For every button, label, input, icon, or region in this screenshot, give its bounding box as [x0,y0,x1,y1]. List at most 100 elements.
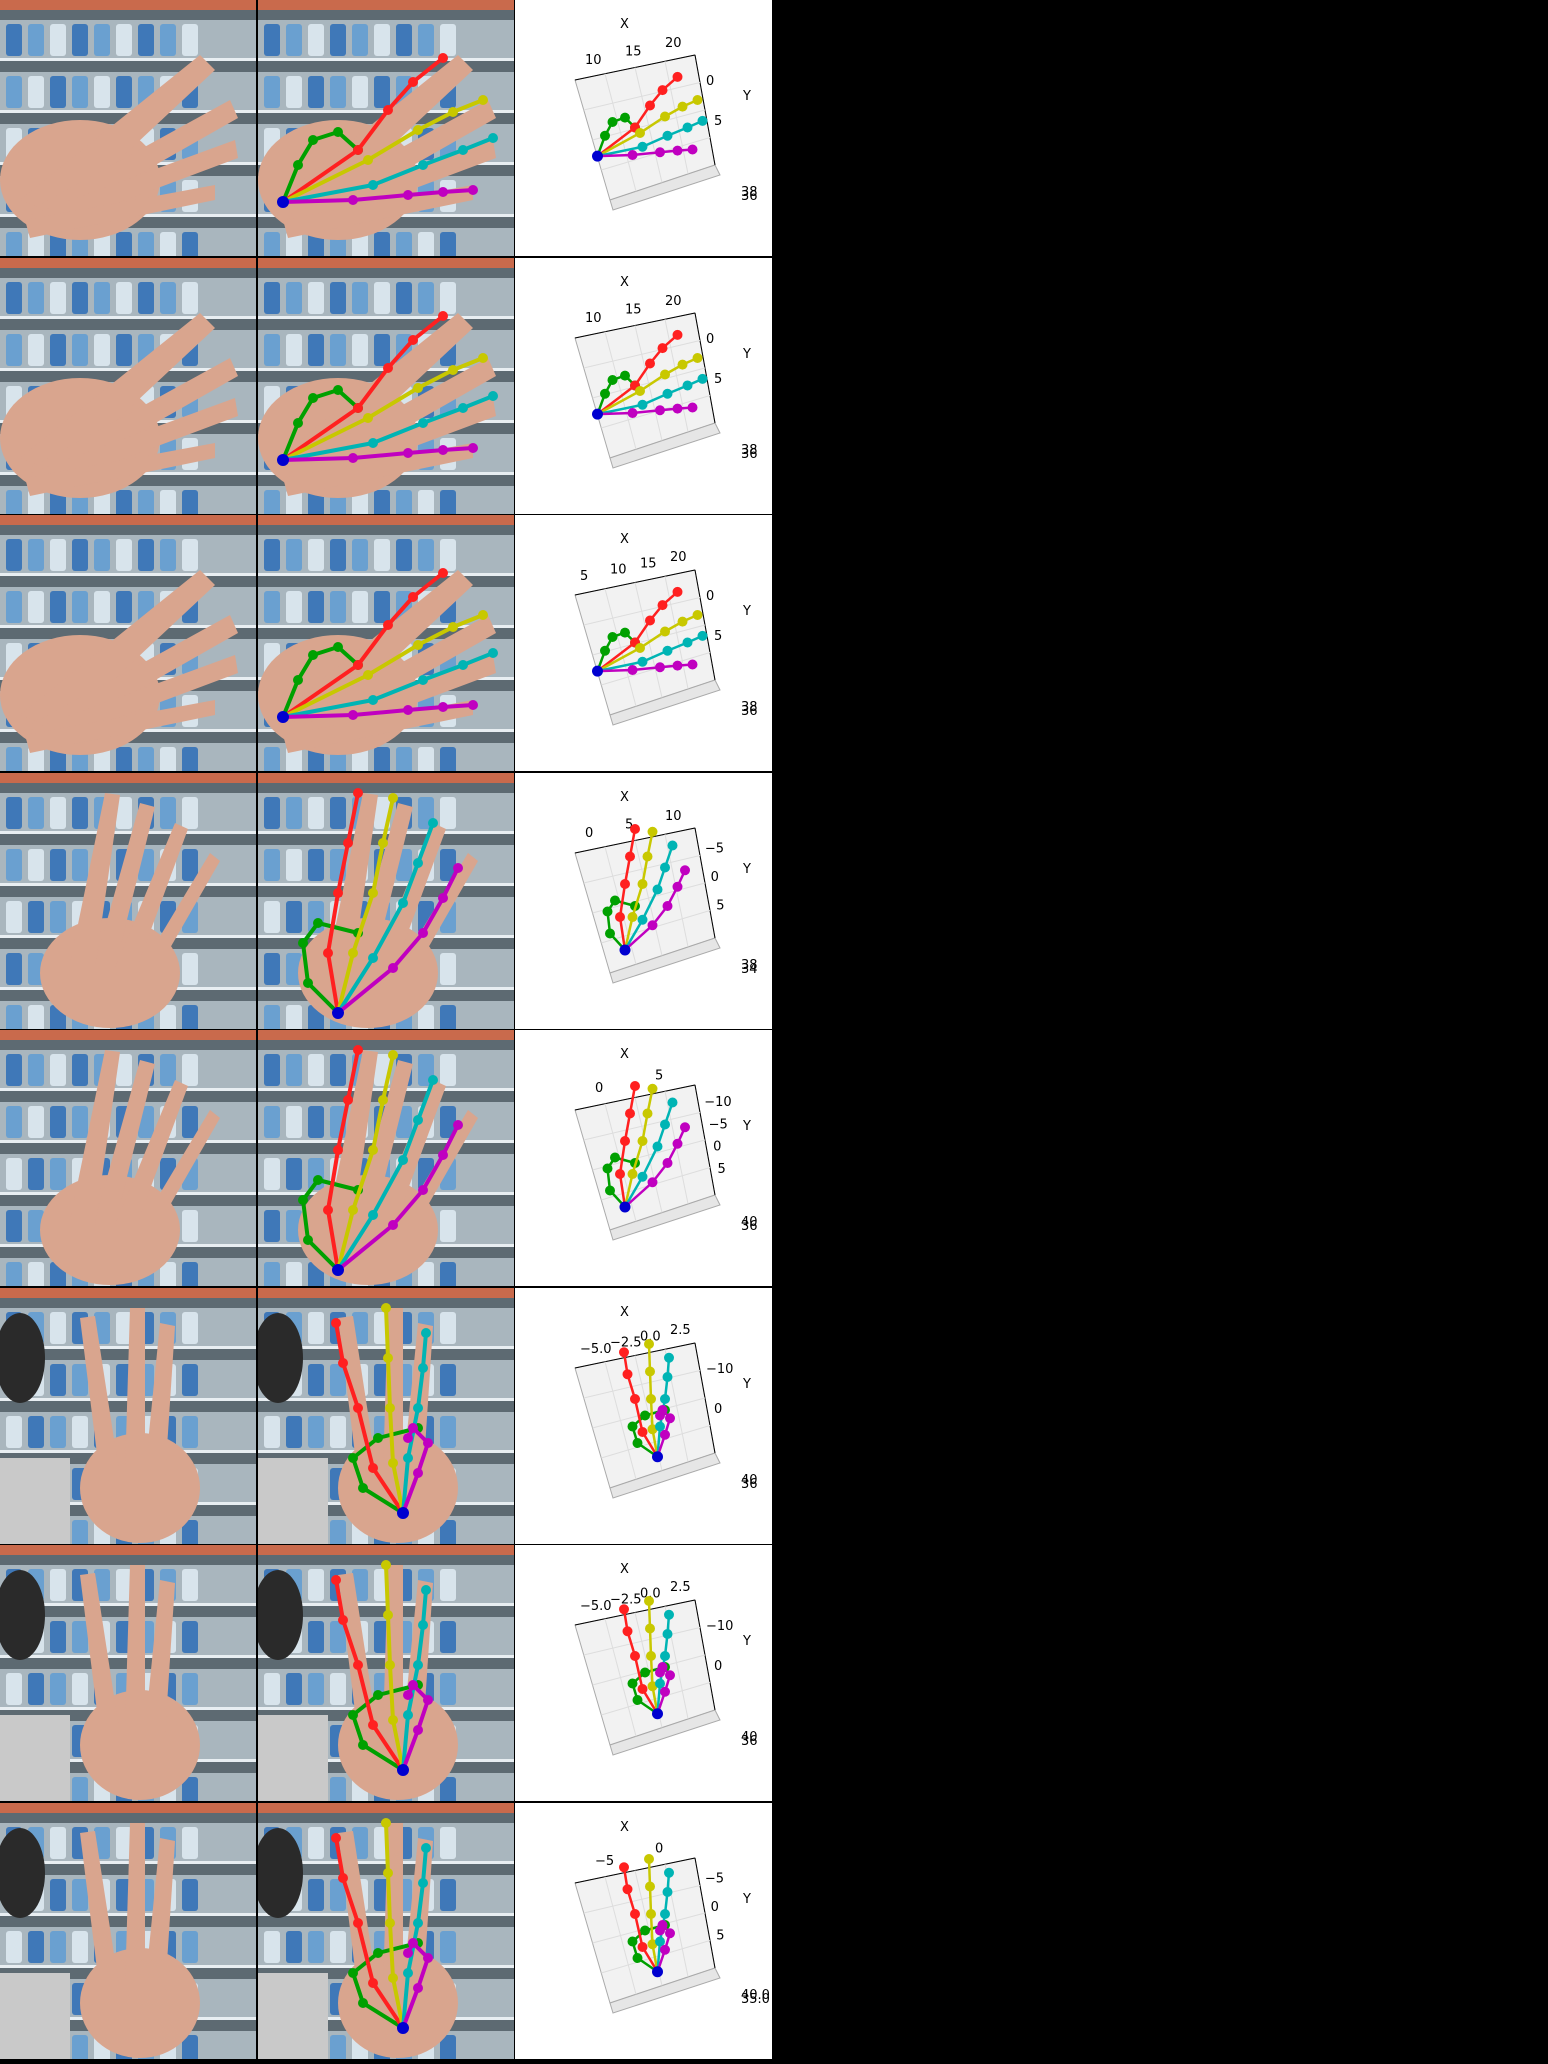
3d-hand-pose-plot: X Y 10 15 20 0 5 38 36 [515,0,772,256]
y-tick-label: 0 [711,1900,719,1915]
x-tick-label: 20 [670,550,687,565]
ring-joint-3d [655,1421,665,1432]
y-axis-label: Y [742,347,751,362]
pinky-joint-3d [665,1413,675,1424]
x-axis-label: X [620,17,629,32]
index-joint-3d [637,1427,648,1437]
index-joint [383,363,393,373]
thumb-joint [358,1998,368,2008]
pinky-joint [423,1695,433,1705]
x-tick-label: −2.5 [610,1336,642,1351]
pinky-joint [403,448,413,458]
middle-joint [478,353,488,363]
ring-joint-3d [655,1678,665,1689]
thumb-joint [348,1968,358,1978]
middle-joint-3d [660,626,670,637]
middle-joint [381,1303,391,1313]
thumb-joint-3d [632,1438,643,1448]
hand-keypoint-overlay-photo [258,1803,514,2059]
z-tick-label: 40.0 [741,1988,770,2003]
ring-joint [413,1660,423,1670]
thumb-joint [348,1710,358,1720]
pinky-joint-3d [627,408,638,418]
ring-joint [398,1155,408,1165]
thumb-joint-3d [610,1152,620,1163]
index-joint [353,403,363,413]
index-joint-3d [630,1651,640,1661]
wrist-joint-3d [652,1451,663,1463]
thumb-joint-3d [620,370,630,381]
x-tick-label: 5 [655,1068,663,1083]
ring-joint-3d [637,399,648,410]
pinky-joint-3d [687,659,698,670]
ring-joint-3d [637,1171,648,1182]
pinky-joint [388,963,398,973]
thumb-joint [358,1740,368,1750]
index-joint [338,1615,348,1625]
index-joint [408,335,418,345]
pinky-joint [413,1725,423,1735]
ring-joint-3d [662,1629,673,1639]
thumb-joint [313,918,323,928]
ring-joint [458,660,468,670]
index-joint [353,788,363,798]
index-joint-3d [619,1862,629,1873]
pinky-joint-3d [680,865,690,876]
middle-joint [388,1973,398,1983]
ring-joint [458,145,468,155]
pinky-joint [408,1423,418,1433]
ring-joint [368,1210,378,1220]
pinky-joint [348,710,358,720]
3d-hand-pose-plot: X Y −5.0 −2.5 0.0 2.5 −10 0 40 36 [515,1545,772,1801]
wrist-joint-3d [652,1966,663,1978]
3d-hand-pose-plot: X Y 0 5 10 −5 0 5 38 34 [515,773,772,1029]
thumb-joint-3d [600,388,610,399]
3d-hand-pose-plot: X Y 5 10 15 20 0 5 38 36 [515,515,772,771]
pinky-joint [413,1468,423,1478]
index-joint [333,1145,343,1155]
thumb-joint-3d [607,632,618,642]
hand-keypoint-overlay-photo [258,515,514,771]
ring-joint [418,675,428,685]
middle-joint [383,1353,393,1363]
ring-joint-3d [664,1867,674,1878]
x-tick-label: 20 [665,294,682,309]
thumb-joint-3d [640,1925,650,1936]
middle-joint-3d [647,1939,658,1950]
index-joint [368,1463,378,1473]
thumb-joint-3d [627,1421,638,1432]
z-tick-label: 34 [741,962,758,977]
ring-joint [421,1585,431,1595]
ring-joint-3d [664,1609,674,1620]
ring-joint-3d [660,1909,670,1919]
wrist-joint [397,2022,409,2034]
index-joint [353,1660,363,1670]
ring-joint [413,858,423,868]
figure-row: X Y −5.0 −2.5 0.0 2.5 −10 0 40 36 [0,1545,772,1802]
index-joint-3d [622,1369,633,1380]
pinky-joint [453,1120,463,1130]
z-tick-label: 36 [741,447,758,462]
pinky-joint [408,1938,418,1948]
pinky-joint-3d [655,1925,665,1936]
y-tick-label: 0 [714,1659,722,1674]
thumb-joint [313,1175,323,1185]
pinky-joint [418,928,428,938]
thumb-joint [333,127,343,137]
index-joint [408,77,418,87]
index-joint-3d [645,100,655,111]
index-joint [343,838,353,848]
pinky-joint [438,1150,448,1160]
hand-skeleton-overlay [277,53,498,208]
y-tick-label: −10 [706,1362,733,1377]
ring-joint-3d [662,1887,673,1897]
middle-joint [388,1715,398,1725]
middle-joint-3d [644,1339,654,1349]
index-joint-3d [630,1081,640,1091]
index-joint [438,311,448,321]
wrist-joint-3d [619,944,631,956]
middle-joint-3d [677,616,688,627]
x-tick-label: 10 [610,563,627,578]
ring-joint [403,1968,413,1978]
index-joint-3d [657,600,668,611]
